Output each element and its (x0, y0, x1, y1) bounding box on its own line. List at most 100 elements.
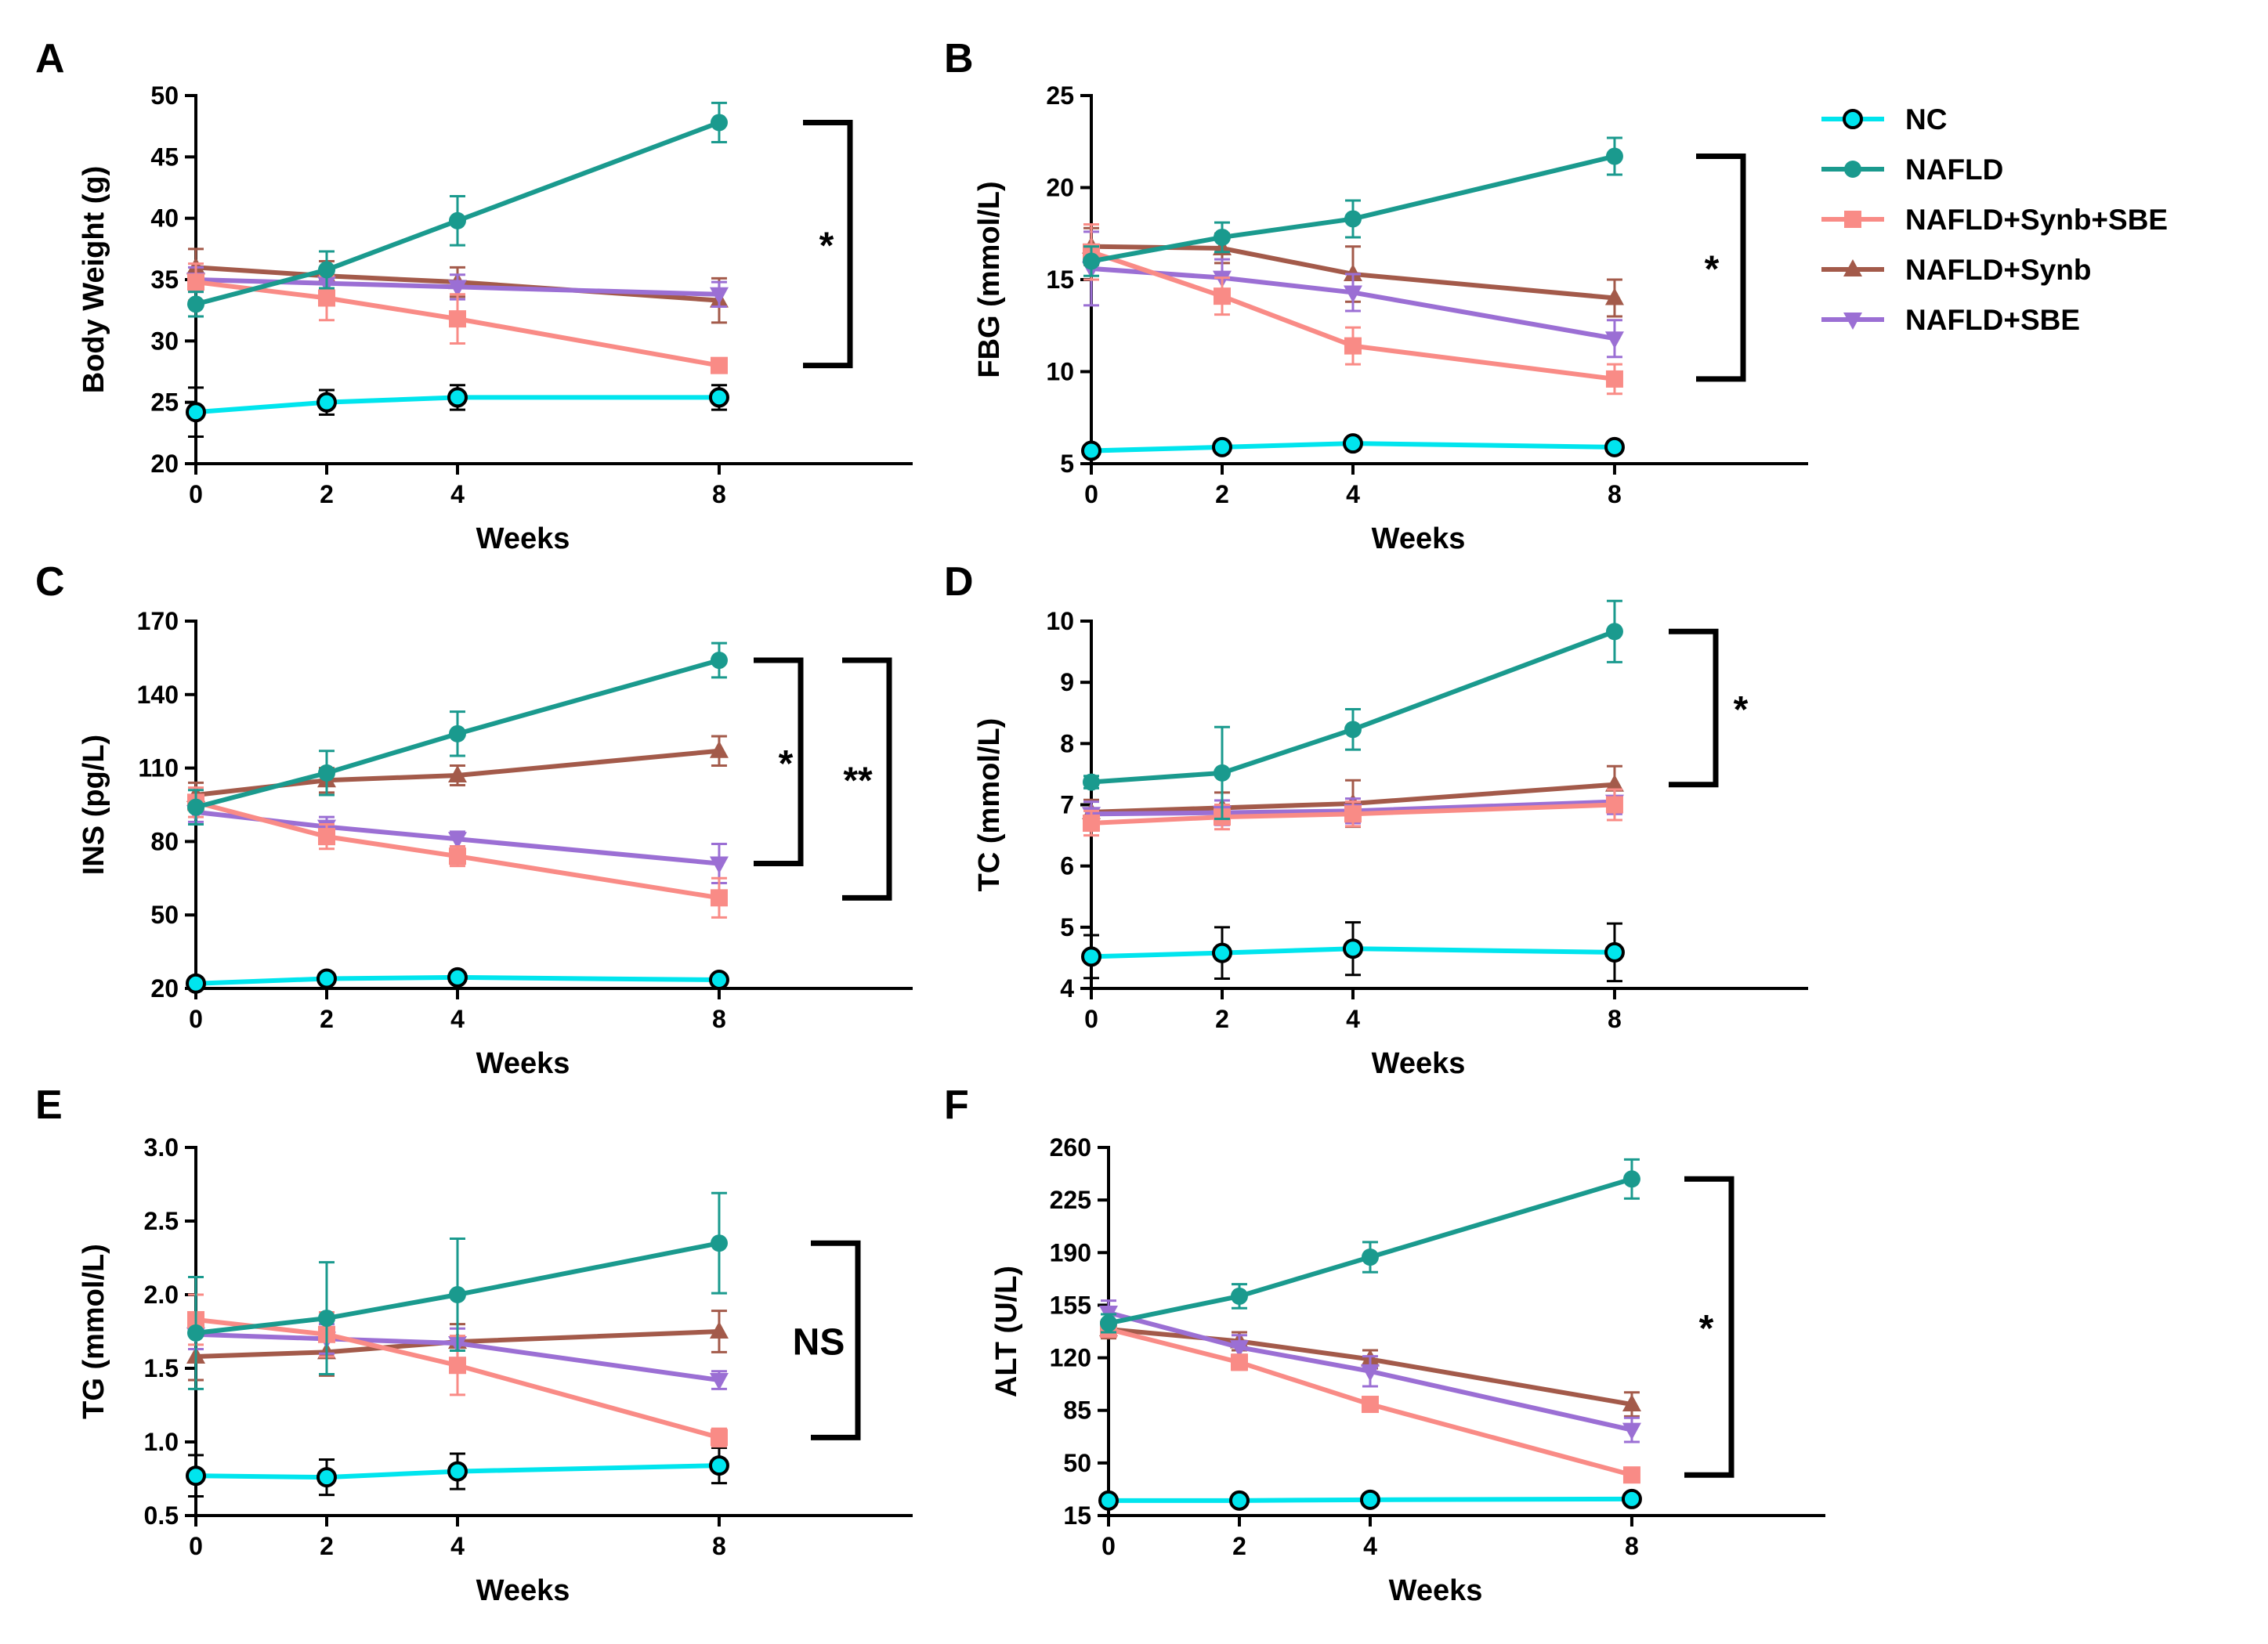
y-tick-label: 1.0 (144, 1428, 179, 1456)
series-line (1108, 1327, 1633, 1478)
data-point (187, 798, 204, 816)
x-tick-label: 8 (1625, 1532, 1639, 1560)
legend-marker (1843, 109, 1863, 129)
x-tick-label: 4 (1363, 1532, 1377, 1560)
series-line (195, 974, 719, 986)
y-tick-label: 50 (150, 81, 179, 110)
y-tick-label: 80 (150, 827, 179, 855)
data-point (1211, 436, 1232, 457)
series-line (1108, 1176, 1633, 1326)
x-axis-title: Weeks (476, 522, 570, 555)
series-line (1091, 249, 1615, 381)
data-point (1213, 287, 1231, 305)
series-line (1091, 782, 1615, 815)
series-line (1091, 799, 1615, 817)
data-point (708, 387, 729, 408)
series-nafld (187, 1191, 728, 1390)
y-tick-label: 2.0 (144, 1281, 179, 1309)
series-line (1091, 802, 1615, 826)
series-line (195, 277, 720, 297)
x-tick-label: 8 (712, 1005, 726, 1033)
data-point (1361, 1396, 1379, 1414)
data-point (1213, 228, 1231, 246)
series-line (1091, 946, 1615, 959)
significance-label: * (1734, 689, 1749, 731)
significance-bracket: * (754, 657, 804, 867)
data-point (1081, 440, 1101, 461)
series-line (195, 748, 720, 797)
y-axis-title: Body Weight (g) (78, 166, 110, 394)
y-tick-label: 7 (1060, 791, 1074, 819)
x-tick-label: 0 (1101, 1532, 1116, 1560)
legend-item-nafld-sbe: NAFLD+SBE (1821, 304, 2080, 336)
series-line (195, 1463, 720, 1480)
data-point (1360, 1364, 1380, 1382)
significance-bracket: * (803, 119, 853, 369)
significance-bracket: * (1696, 154, 1746, 382)
data-point (1604, 331, 1624, 349)
y-tick-label: 5 (1060, 450, 1074, 478)
y-tick-label: 25 (1046, 81, 1074, 110)
series-line (195, 800, 720, 901)
x-tick-label: 2 (320, 1532, 334, 1560)
significance-bracket: * (1669, 628, 1749, 788)
series-nafld-synb-sbe (187, 262, 728, 374)
x-tick-label: 8 (1608, 1005, 1622, 1033)
y-tick-label: 260 (1050, 1133, 1091, 1162)
series-nc (186, 384, 729, 439)
panel-letter: B (944, 36, 974, 81)
legend-marker (1843, 259, 1862, 276)
data-point (1604, 436, 1625, 457)
series-nafld (187, 641, 728, 826)
y-tick-label: 40 (150, 204, 179, 233)
series-nafld-sbe (1099, 1299, 1641, 1443)
data-point (1621, 1488, 1642, 1509)
y-tick-label: 25 (150, 388, 179, 417)
x-tick-label: 8 (1608, 480, 1622, 508)
data-point (1605, 796, 1623, 814)
series-nafld (187, 101, 728, 318)
y-axis-title: ALT (U/L) (990, 1266, 1023, 1397)
x-axis-title: Weeks (1389, 1574, 1483, 1607)
data-point (316, 392, 337, 413)
panel-letter: C (35, 559, 65, 605)
y-tick-label: 10 (1046, 607, 1074, 635)
data-point (1100, 1314, 1117, 1332)
panel-f: F 15 50 85 120 155 190 225 260 0 2 4 8 Weeks ALT (U/L)… (944, 1082, 1825, 1607)
significance-label: NS (793, 1321, 845, 1363)
data-point (1211, 942, 1232, 963)
x-tick-label: 0 (189, 1005, 203, 1033)
series-line (1108, 1310, 1633, 1433)
series-line (195, 1241, 720, 1335)
data-point (1098, 1490, 1119, 1511)
data-point (710, 114, 728, 132)
panel-d: D 4 5 6 7 8 9 10 0 2 4 8 Weeks TC (mmol/L) * (944, 559, 1808, 1080)
x-tick-label: 2 (320, 480, 334, 508)
data-point (710, 652, 728, 670)
data-point (186, 973, 206, 994)
data-point (1343, 263, 1362, 281)
data-point (1081, 946, 1101, 967)
panel-letter: A (35, 36, 65, 81)
x-tick-label: 2 (1232, 1532, 1246, 1560)
y-tick-label: 20 (150, 974, 179, 1003)
data-point (448, 1357, 466, 1375)
y-tick-label: 20 (1046, 174, 1074, 202)
data-point (447, 280, 467, 298)
x-tick-label: 0 (1084, 1005, 1098, 1033)
series-line (1108, 1327, 1633, 1407)
y-tick-label: 2.5 (144, 1207, 179, 1235)
x-axis-title: Weeks (476, 1574, 570, 1607)
data-point (1359, 1489, 1380, 1510)
panel-letter: F (944, 1082, 969, 1128)
legend-item-nafld-synb: NAFLD+Synb (1821, 254, 2091, 286)
y-tick-label: 140 (137, 681, 179, 709)
data-point (448, 847, 466, 865)
data-point (447, 387, 468, 408)
series-line (195, 120, 721, 307)
series-nafld-sbe (186, 800, 729, 885)
legend-label: NAFLD (1905, 154, 2003, 186)
y-axis-title: TG (mmol/L) (78, 1244, 110, 1419)
data-point (708, 970, 729, 991)
